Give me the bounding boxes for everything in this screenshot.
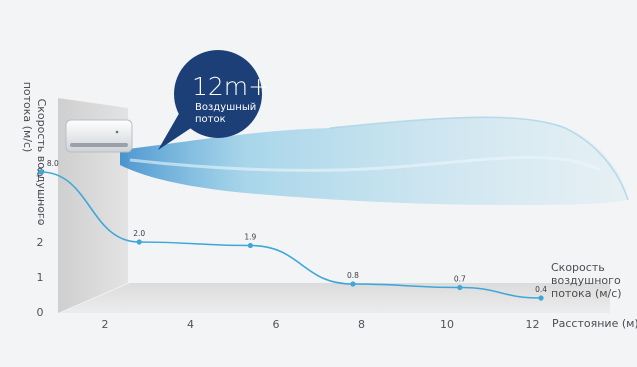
x-axis-title: Расстояние (м) — [552, 317, 637, 330]
data-point — [457, 284, 463, 291]
floor — [60, 283, 610, 313]
air-stream-icon — [120, 117, 628, 205]
x-tick-label: 10 — [440, 318, 454, 331]
air-conditioner-icon — [65, 119, 133, 153]
x-tick-label: 12 — [526, 318, 540, 331]
bubble-line-1: Воздушный — [195, 102, 256, 113]
x-tick-label: 6 — [273, 318, 280, 331]
data-label: 0.4 — [535, 285, 547, 294]
data-label: 1.9 — [244, 233, 256, 242]
x-tick-label: 8 — [358, 318, 365, 331]
x-tick-label: 2 — [102, 318, 109, 331]
data-point — [38, 169, 44, 175]
y-tick-label: 1 — [37, 271, 44, 284]
right-label-line-2: воздушного — [551, 274, 621, 287]
data-point — [247, 242, 253, 249]
bubble-line-2: поток — [195, 114, 226, 125]
y-axis-title-line-2: потока (м/с) — [21, 82, 34, 153]
y-axis-title-line-1: Скорость воздушного — [35, 99, 48, 226]
x-tick-label: 4 — [187, 318, 194, 331]
data-label: 2.0 — [133, 229, 145, 238]
air-stream-edge — [329, 116, 629, 201]
data-point — [350, 281, 356, 287]
right-label-line-1: Скорость — [551, 261, 605, 274]
bubble-headline: 12m+ — [192, 72, 269, 101]
data-label: 8.0 — [47, 159, 59, 168]
y-tick-label: 2 — [37, 236, 44, 249]
air-stream-highlight — [129, 155, 601, 172]
data-label: 0.7 — [454, 275, 466, 284]
data-label: 0.8 — [347, 271, 359, 280]
y-tick-label: 0 — [37, 306, 44, 319]
data-point — [538, 295, 544, 301]
data-point — [136, 239, 142, 245]
right-label-line-3: потока (м/с) — [551, 287, 622, 300]
range-bubble: 12m+ Воздушный поток — [158, 50, 269, 150]
